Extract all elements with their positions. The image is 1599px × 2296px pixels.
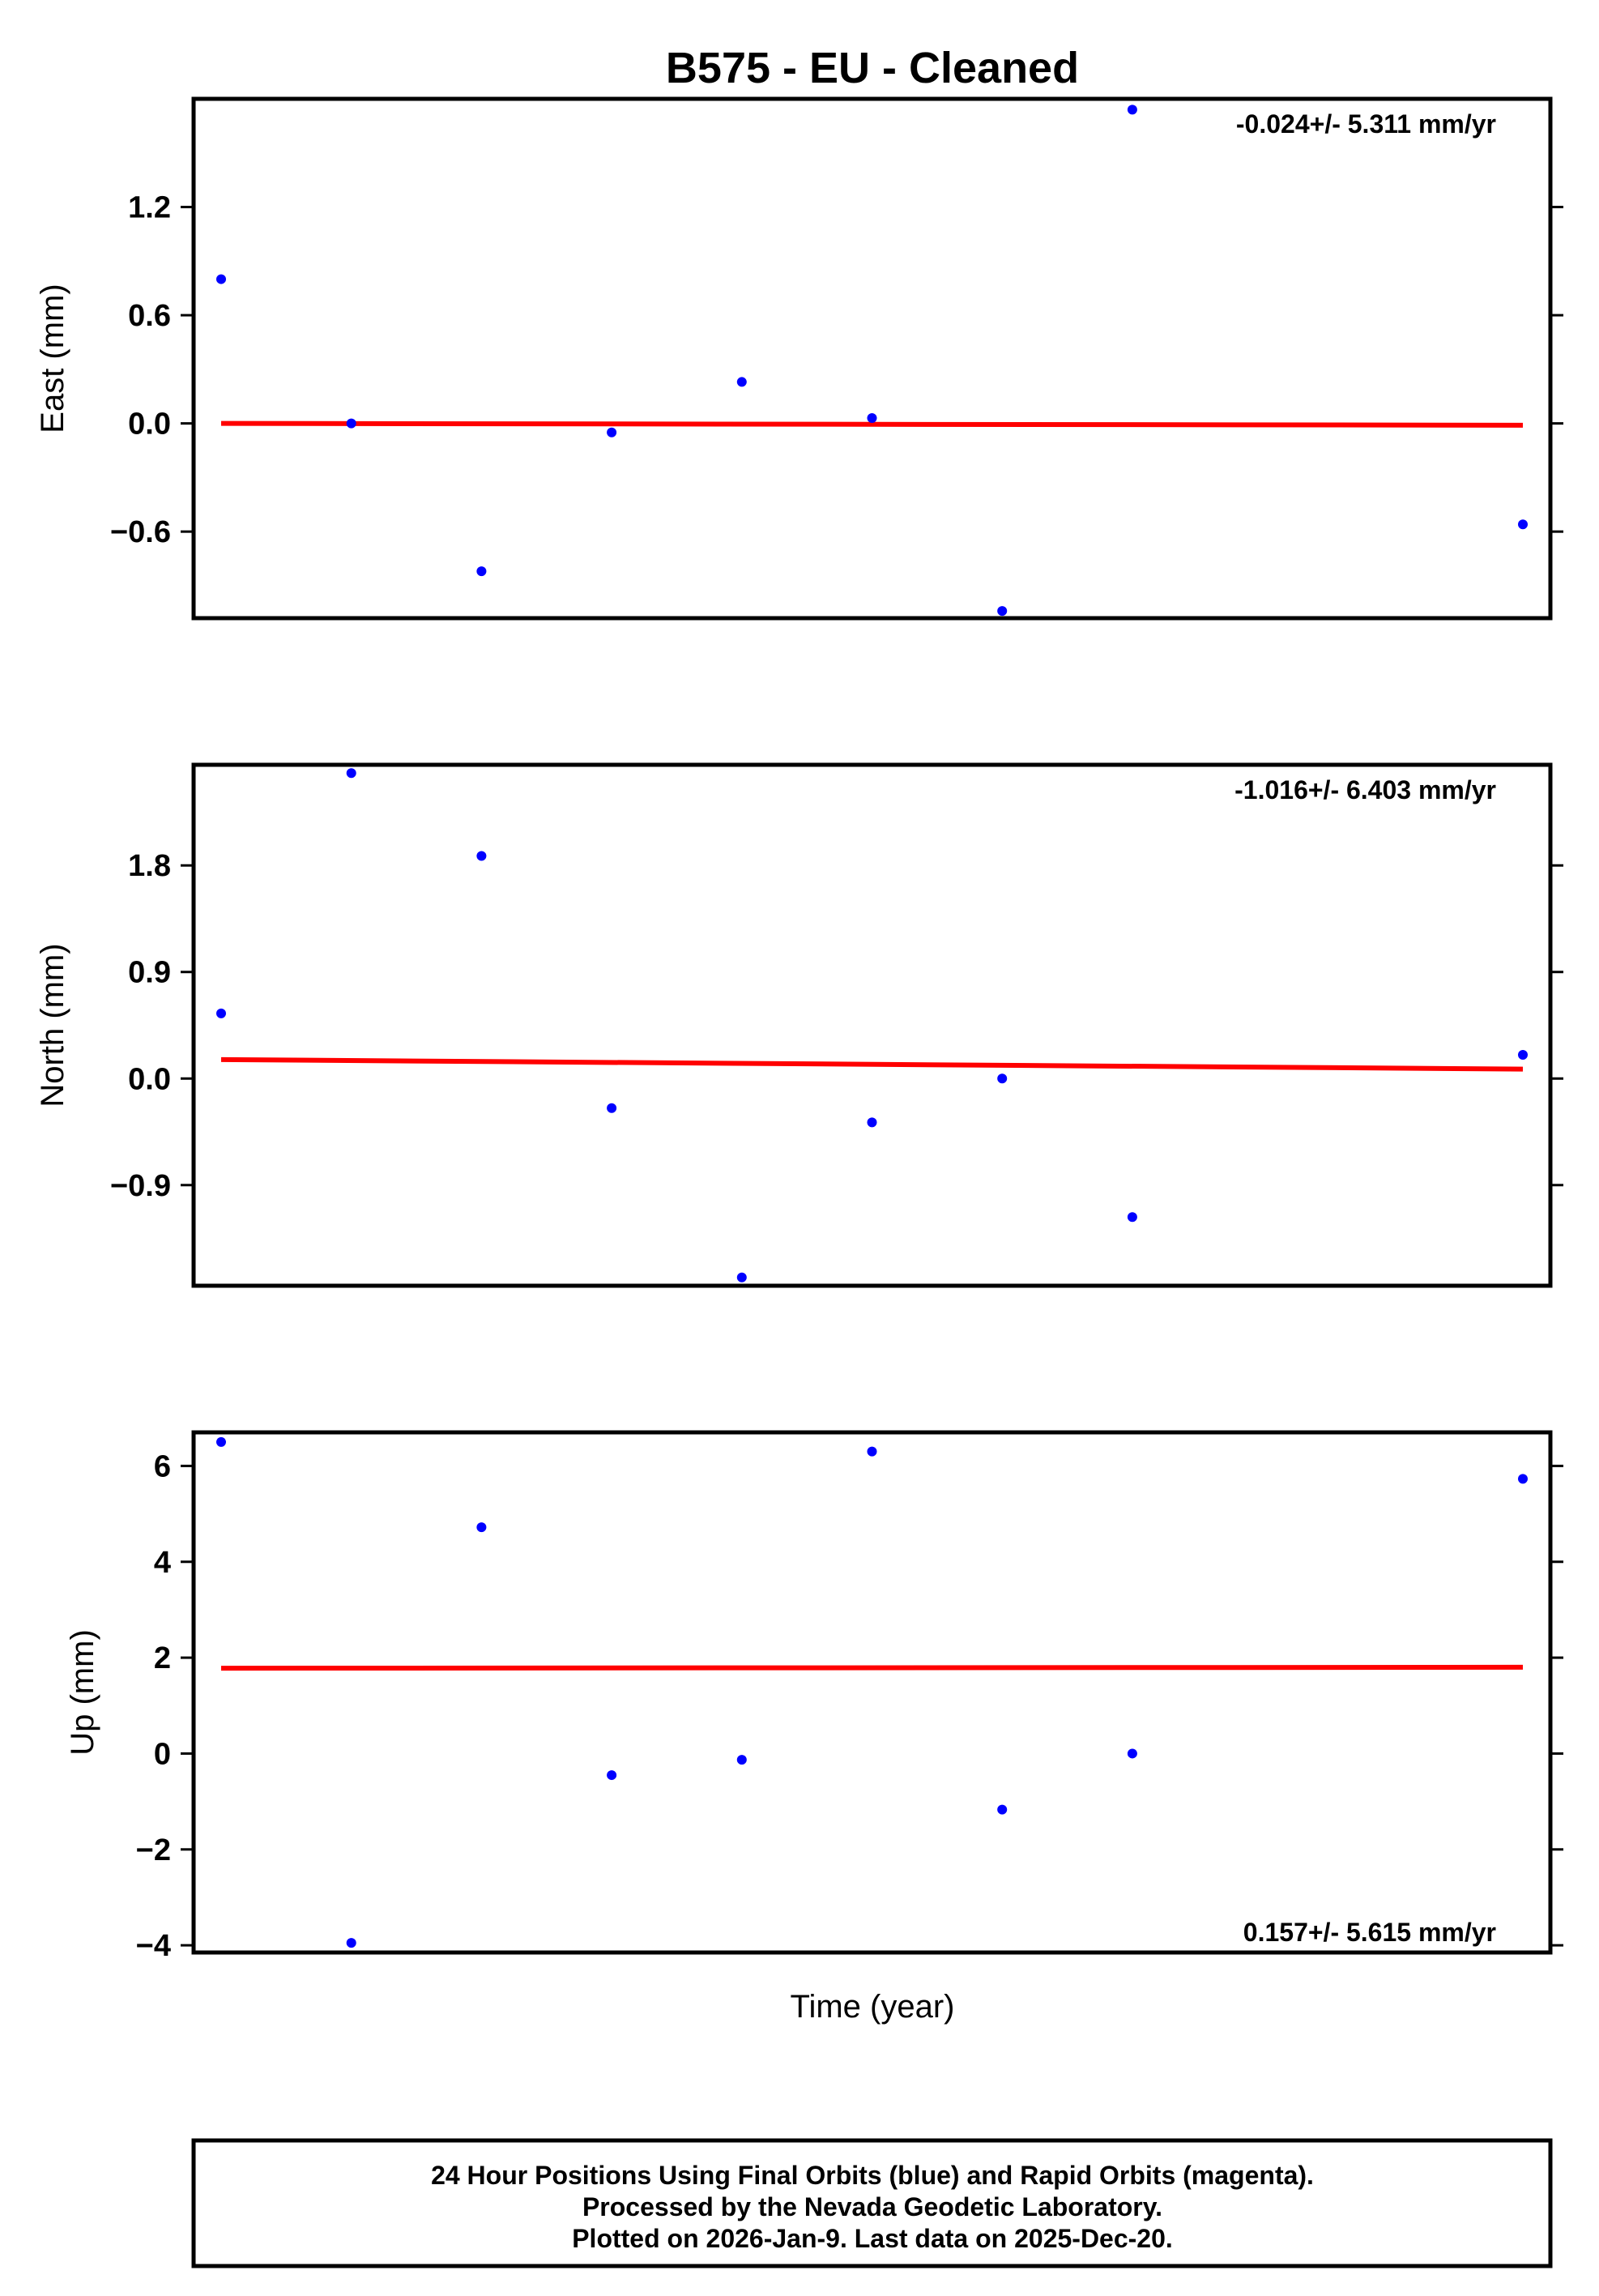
east-data-point xyxy=(997,606,1008,617)
up-data-point xyxy=(867,1446,877,1457)
up-trend-line xyxy=(220,1664,1524,1671)
north-data-point xyxy=(867,1117,877,1128)
north-data-point xyxy=(736,1272,747,1282)
east-plot-frame xyxy=(191,96,1553,621)
north-data-point xyxy=(997,1073,1008,1084)
up-ytick-label: 4 xyxy=(154,1546,171,1580)
east-data-point xyxy=(1127,105,1137,115)
footer-line-2: Processed by the Nevada Geodetic Laborat… xyxy=(582,2192,1162,2221)
north-ytick-label: 0.0 xyxy=(128,1062,171,1096)
east-data-point xyxy=(346,418,356,429)
east-data-point xyxy=(607,427,617,437)
up-data-point xyxy=(1518,1474,1528,1484)
up-data-point xyxy=(736,1755,747,1765)
north-rate-annotation: -1.016+/- 6.403 mm/yr xyxy=(1234,775,1496,804)
footer-line-1: 24 Hour Positions Using Final Orbits (bl… xyxy=(431,2161,1314,2190)
north-data-point xyxy=(607,1103,617,1113)
panel-north: −0.9 0.0 0.9 1.8 -1.016+/- 6.403 mm/yr North … xyxy=(35,762,1563,1288)
up-data-point xyxy=(476,1522,487,1533)
east-ytick-label: 1.2 xyxy=(128,191,171,225)
north-ytick-label: 1.8 xyxy=(128,849,171,883)
north-data-point xyxy=(476,851,487,861)
up-rate-annotation: 0.157+/- 5.615 mm/yr xyxy=(1243,1918,1496,1947)
east-ytick-label: −0.6 xyxy=(110,515,171,549)
chart-title: B575 - EU - Cleaned xyxy=(666,44,1079,92)
north-trend-line xyxy=(220,1056,1524,1072)
up-ytick-label: 6 xyxy=(154,1449,171,1483)
up-data-point xyxy=(997,1804,1008,1815)
footer-box: 24 Hour Positions Using Final Orbits (bl… xyxy=(191,2138,1553,2268)
up-plot-frame xyxy=(191,1430,1553,1955)
panel-east: −0.6 0.0 0.6 1.2 -0.024+/- 5.311 mm/yr East (… xyxy=(35,96,1563,621)
north-plot-frame xyxy=(191,762,1553,1288)
north-data-point xyxy=(346,768,356,779)
up-y-axis-label: Up (mm) xyxy=(65,1629,100,1756)
east-y-axis-label: East (mm) xyxy=(35,284,70,433)
up-ytick-label: −4 xyxy=(136,1929,171,1963)
up-data-point xyxy=(216,1436,226,1447)
up-data-point xyxy=(346,1938,356,1948)
panel-up: −4 −2 0 2 4 6 0.157+/- 5.615 mm/yr Up (mm) xyxy=(65,1430,1563,1963)
north-data-point xyxy=(1127,1212,1137,1223)
north-data-point xyxy=(216,1008,226,1018)
north-ytick-label: −0.9 xyxy=(110,1169,171,1203)
up-data-point xyxy=(607,1770,617,1781)
north-ytick-label: 0.9 xyxy=(128,956,171,990)
east-data-point xyxy=(736,377,747,387)
up-ytick-label: 0 xyxy=(154,1737,171,1771)
east-ytick-label: 0.0 xyxy=(128,408,171,442)
up-data-point xyxy=(1127,1748,1137,1759)
x-axis-label: Time (year) xyxy=(791,1989,955,2025)
footer-frame xyxy=(191,2138,1553,2268)
footer-line-3: Plotted on 2026-Jan-9. Last data on 2025… xyxy=(572,2224,1173,2253)
north-y-axis-label: North (mm) xyxy=(35,943,70,1107)
north-data-point xyxy=(1518,1050,1528,1061)
east-trend-line xyxy=(220,420,1524,428)
east-data-point xyxy=(476,566,487,577)
east-rate-annotation: -0.024+/- 5.311 mm/yr xyxy=(1236,109,1496,139)
east-data-point xyxy=(1518,519,1528,530)
up-ytick-label: −2 xyxy=(136,1833,171,1867)
east-ytick-label: 0.6 xyxy=(128,299,171,333)
east-data-point xyxy=(867,412,877,423)
panels: −0.6 0.0 0.6 1.2 -0.024+/- 5.311 mm/yr East (… xyxy=(35,96,1563,1963)
up-ytick-label: 2 xyxy=(154,1641,171,1675)
east-data-point xyxy=(216,274,226,284)
